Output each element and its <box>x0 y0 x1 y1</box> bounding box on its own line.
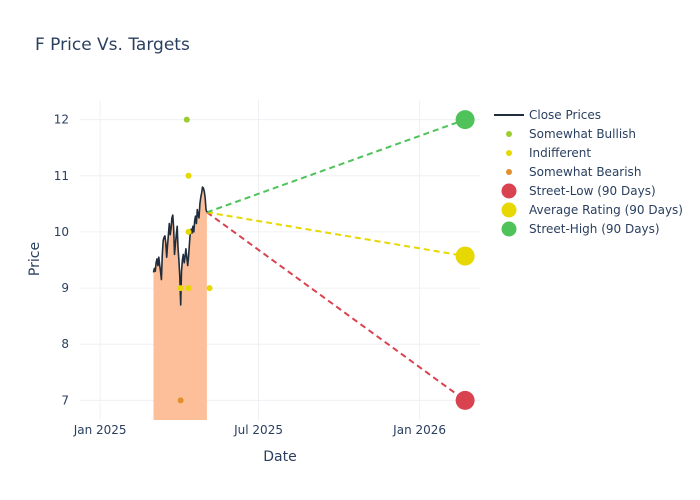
legend-label: Street-High (90 Days) <box>529 222 660 236</box>
rating-point <box>185 228 192 235</box>
legend-marker-swatch <box>501 183 517 199</box>
legend-label: Average Rating (90 Days) <box>529 203 683 217</box>
y-tick-label: 9 <box>61 281 69 295</box>
legend-marker-swatch <box>501 202 517 218</box>
rating-point <box>183 116 190 123</box>
legend-symbol <box>506 131 512 137</box>
legend-label: Street-Low (90 Days) <box>529 184 656 198</box>
legend-label: Somewhat Bearish <box>529 165 641 179</box>
y-tick-label: 7 <box>61 393 69 407</box>
grid-layer <box>80 100 480 420</box>
x-tick-label: Jul 2025 <box>233 423 283 437</box>
legend-marker-swatch <box>501 221 517 237</box>
rating-point <box>185 172 192 179</box>
x-tick-label: Jan 2026 <box>392 423 446 437</box>
rating-point <box>206 285 213 292</box>
y-axis-label: Price <box>27 242 43 276</box>
legend-symbol <box>501 202 517 218</box>
legend-label: Somewhat Bullish <box>529 127 636 141</box>
y-tick-label: 8 <box>61 337 69 351</box>
target-line <box>206 211 466 402</box>
legend: Close Prices Somewhat Bullish Indifferent S… <box>494 108 683 237</box>
legend-symbol <box>501 183 517 199</box>
target-line <box>206 211 466 258</box>
target-line <box>206 118 466 214</box>
target-marker <box>455 110 475 130</box>
y-tick-label: 10 <box>54 225 69 239</box>
target-markers-layer <box>455 110 475 410</box>
rating-points-layer <box>177 116 213 404</box>
target-lines-layer <box>206 118 466 402</box>
y-tick-label: 11 <box>54 169 69 183</box>
rating-point <box>177 397 184 404</box>
legend-dot-swatch <box>506 131 512 137</box>
y-tick-label: 12 <box>54 113 69 127</box>
legend-dot-swatch <box>506 169 512 175</box>
legend-symbol <box>501 221 517 237</box>
legend-label: Close Prices <box>529 108 601 122</box>
legend-label: Indifferent <box>529 146 591 160</box>
legend-symbol <box>506 150 512 156</box>
tick-labels-layer: 7 8 9 10 11 12 Jan 2025 Jul 2025 Jan 2026 <box>54 113 446 437</box>
target-marker <box>455 246 475 266</box>
x-tick-label: Jan 2025 <box>73 423 127 437</box>
rating-point <box>177 285 184 292</box>
target-marker <box>455 390 475 410</box>
legend-symbol <box>506 169 512 175</box>
rating-point <box>185 285 192 292</box>
x-axis-label: Date <box>263 449 296 465</box>
chart-title: F Price Vs. Targets <box>35 35 190 55</box>
legend-dot-swatch <box>506 150 512 156</box>
